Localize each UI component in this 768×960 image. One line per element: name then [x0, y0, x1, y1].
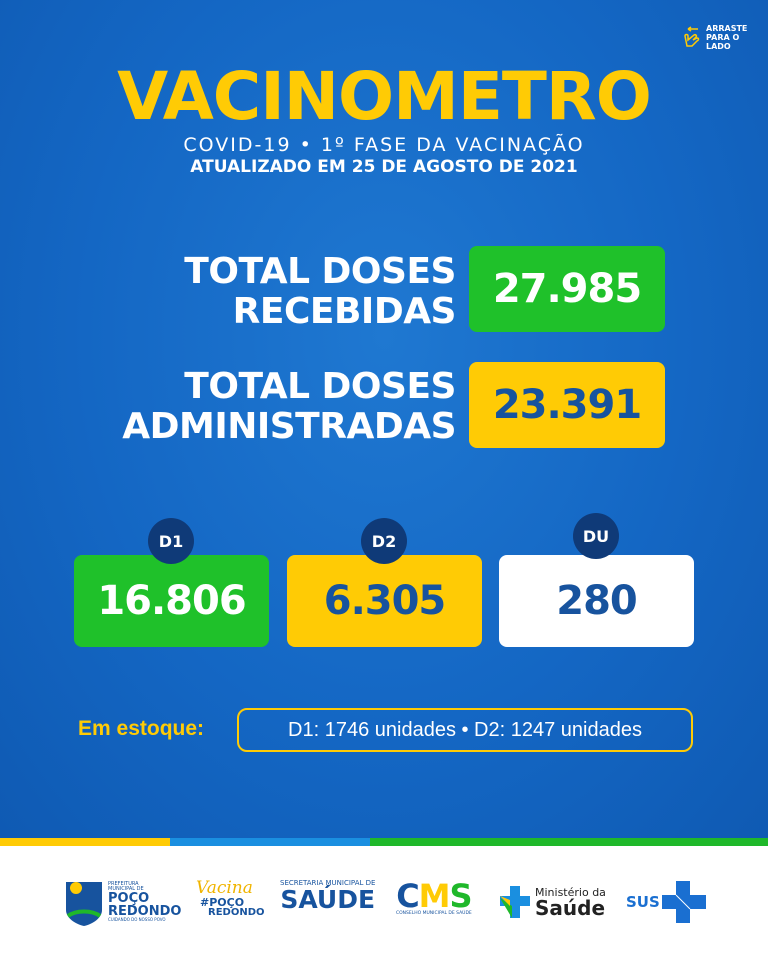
d1-badge: D1 [148, 518, 194, 564]
cms-letter: C [396, 877, 420, 915]
logo-text: PREFEITURA [108, 881, 139, 887]
coat-of-arms-icon [66, 882, 102, 926]
total-received-label: TOTAL DOSES RECEBIDAS [184, 252, 456, 332]
logo-sus: SUS [626, 880, 706, 924]
page-title: VACINOMETRO [117, 58, 652, 135]
stock-details: D1: 1746 unidades • D2: 1247 unidades [237, 708, 693, 752]
logo-text: MUNICIPAL DE [108, 886, 144, 892]
cms-letter: S [449, 877, 473, 915]
label-line: RECEBIDAS [232, 291, 457, 332]
swipe-text: LADO [706, 42, 731, 51]
logo-vacina: Vacina #POÇO REDONDO [196, 880, 265, 924]
cms-letter: M [418, 877, 451, 915]
sus-cross-icon [661, 881, 706, 923]
du-badge: DU [573, 513, 619, 559]
logo-text: POÇO [108, 891, 150, 906]
logo-text: CUIDANDO DO NOSSO POVO [108, 917, 166, 922]
logo-text: SAÚDE [280, 885, 376, 914]
d2-value: 6.305 [287, 555, 482, 647]
logo-text: REDONDO [208, 907, 265, 918]
label-line: TOTAL DOSES [184, 366, 456, 407]
stripe-blue [170, 838, 370, 846]
d1-value: 16.806 [74, 555, 269, 647]
subtitle: COVID-19 • 1º FASE DA VACINAÇÃO [183, 134, 585, 156]
d2-badge: D2 [361, 518, 407, 564]
logo-ministerio: Ministério da Saúde [500, 880, 606, 924]
logo-text: Vacina [196, 878, 253, 898]
logo-prefeitura: PREFEITURA MUNICIPAL DE POÇO REDONDO CUI… [64, 880, 182, 926]
logo-text: SECRETARIA MUNICIPAL DE [280, 879, 376, 887]
logo-secretaria: SECRETARIA MUNICIPAL DE SAÚDE [280, 880, 375, 924]
updated-date: ATUALIZADO EM 25 DE AGOSTO DE 2021 [190, 157, 578, 177]
swipe-text: ARRASTE [706, 24, 748, 33]
stock-label: Em estoque: [78, 717, 205, 740]
footer [0, 846, 768, 960]
stripe-green [370, 838, 768, 846]
swipe-hand-icon [684, 25, 700, 47]
logo-text: Ministério da [535, 885, 606, 899]
logo-text: CONSELHO MUNICIPAL DE SAÚDE [396, 911, 472, 916]
stripe-yellow [0, 838, 170, 846]
logo-text: SUS [626, 893, 660, 911]
logo-text: #POÇO [200, 896, 245, 909]
health-cross-icon [500, 886, 530, 918]
logo-text: CMS [396, 877, 473, 915]
logo-cms: CMS CONSELHO MUNICIPAL DE SAÚDE [396, 877, 473, 924]
swipe-hint: ARRASTE PARA O LADO [682, 24, 747, 51]
du-value: 280 [499, 555, 694, 647]
label-line: TOTAL DOSES [184, 251, 456, 292]
total-administered-label: TOTAL DOSES ADMINISTRADAS [122, 367, 456, 447]
label-line: ADMINISTRADAS [122, 406, 456, 447]
logo-text: REDONDO [108, 904, 182, 919]
swipe-text: PARA O [706, 33, 740, 42]
logo-text: Saúde [535, 895, 606, 920]
total-received-value: 27.985 [469, 246, 665, 332]
total-administered-value: 23.391 [469, 362, 665, 448]
